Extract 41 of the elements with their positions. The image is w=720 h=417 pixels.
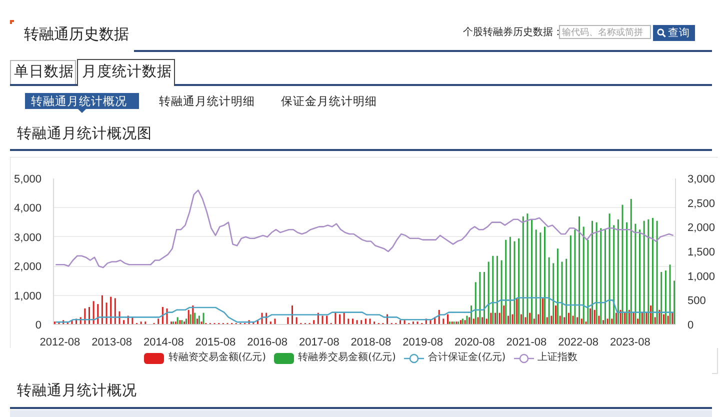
legend-label: 上证指数: [538, 352, 578, 364]
x-tick-label: 2021-08: [506, 336, 547, 348]
y-tick-label: 3,000: [14, 232, 42, 244]
legend-label: 转融券交易金额(亿元): [298, 352, 396, 364]
text: 月度统计数据: [82, 64, 172, 80]
legend-label: 合计保证金(亿元): [428, 352, 506, 364]
y2-tick-label: 1,000: [688, 270, 716, 283]
y-tick-label: 5,000: [14, 174, 42, 186]
y2-tick-label: 2,000: [688, 222, 716, 234]
y2-tick-label: 2,500: [688, 198, 716, 210]
x-tick-label: 2023-08: [610, 336, 650, 348]
text: 保证金月统计明细: [281, 94, 377, 108]
line-series: [55, 190, 674, 268]
y-tick-label: 4,000: [14, 202, 42, 215]
x-tick-label: 2022-08: [558, 336, 599, 348]
x-tick-label: 2017-08: [298, 336, 340, 348]
y2-tick-label: 1,500: [688, 246, 716, 258]
y2-tick-label: 500: [688, 295, 706, 308]
x-tick-label: 2019-08: [402, 336, 444, 348]
text: 转融通月统计概况: [31, 94, 127, 108]
y-tick-label: 2,000: [14, 261, 42, 274]
text: 单日数据: [14, 64, 74, 80]
text: 转融通月统计明细: [159, 94, 255, 108]
legend-label: 转融资交易金额(亿元): [168, 352, 266, 364]
y2-tick-label: 3,000: [688, 174, 716, 186]
y-tick-label: 1,000: [14, 290, 42, 302]
y2-tick-label: 0: [688, 320, 694, 332]
x-tick-label: 2016-08: [247, 336, 288, 348]
x-tick-label: 2018-08: [350, 336, 392, 348]
text: 输代码、名称或简拼: [562, 28, 643, 38]
text: 转融通月统计概况: [17, 383, 137, 399]
x-tick-label: 2013-08: [92, 336, 132, 348]
y-tick-label: 0: [35, 320, 42, 332]
text: 个股转融券历史数据：: [463, 27, 563, 38]
x-tick-label: 2015-08: [195, 336, 236, 348]
x-tick-label: 2014-08: [143, 336, 184, 348]
x-tick-label: 2012-08: [40, 336, 80, 348]
text: 查询: [668, 27, 690, 39]
chart-title: 转融通月统计概况图: [17, 126, 152, 142]
x-tick-label: 2020-08: [454, 336, 495, 348]
text: 转融通历史数据: [24, 25, 129, 43]
